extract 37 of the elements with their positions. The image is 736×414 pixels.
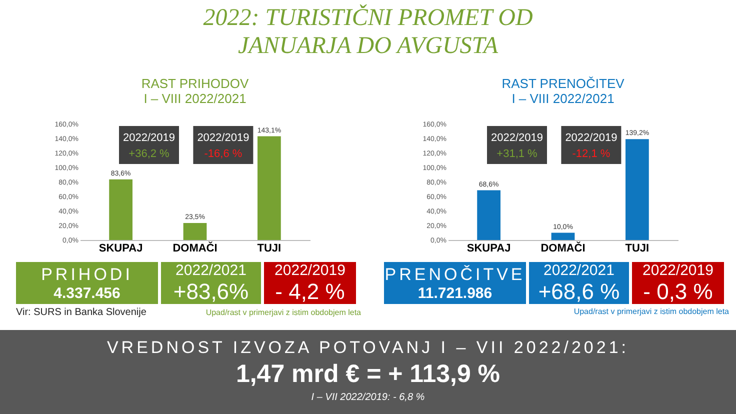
annotation: -16,6 % xyxy=(204,148,242,160)
x-tick-label: TUJI xyxy=(257,242,282,254)
x-tick-label: DOMAČI xyxy=(172,242,218,254)
bar xyxy=(183,222,207,240)
annotation: +31,1 % xyxy=(496,148,538,160)
bar xyxy=(477,190,500,240)
chart-subtitle: I – VIII 2022/2021 xyxy=(144,91,246,106)
text: Upad/rast v primerjavi z istim obdobjem leta xyxy=(206,308,361,317)
text: Vir: SURS in Banka Slovenije xyxy=(16,307,146,318)
x-tick-label: DOMAČI xyxy=(540,242,586,254)
annotation: -12,1 % xyxy=(572,148,610,160)
bar xyxy=(109,179,132,240)
annotation: 2022/2019 xyxy=(123,132,175,144)
text: 2022/2019 - 0,3 % xyxy=(632,262,724,304)
text: 1,47 mrd € = + 113,9 % xyxy=(234,360,502,389)
text: I – VII 2022/2019: - 6,8 % xyxy=(310,392,426,403)
chart-title: RAST PRIHODOV xyxy=(141,76,250,91)
bar xyxy=(258,136,281,240)
text: PRIHODI 4.337.456 xyxy=(16,264,158,302)
annotation: 2022/2019 xyxy=(197,132,250,144)
bar xyxy=(551,232,575,240)
text: PRENOČITVE 11.721.986 xyxy=(384,264,526,302)
chart-subtitle: I – VIII 2022/2021 xyxy=(512,91,614,106)
bar xyxy=(626,139,649,240)
chart-title: RAST PRENOČITEV xyxy=(502,76,625,91)
x-tick-label: SKUPAJ xyxy=(98,242,143,254)
text: 2022/2021 +83,6% xyxy=(161,262,261,304)
text: 2022: TURISTIČNI PROMET OD JANUARJA DO AVGUSTA xyxy=(202,4,534,60)
text: 2022/2019 - 4,2 % xyxy=(264,262,356,304)
text: VREDNOST IZVOZA POTOVANJ I – VII 2022/2021: xyxy=(106,338,630,358)
x-tick-label: SKUPAJ xyxy=(466,242,511,254)
x-tick-label: TUJI xyxy=(625,242,650,254)
annotation: +36,2 % xyxy=(128,148,170,160)
text: Upad/rast v primerjavi z istim obdobjem leta xyxy=(574,307,729,316)
annotation: 2022/2019 xyxy=(491,132,543,144)
text: 2022/2021 +68,6 % xyxy=(529,262,629,304)
annotation: 2022/2019 xyxy=(565,132,618,144)
